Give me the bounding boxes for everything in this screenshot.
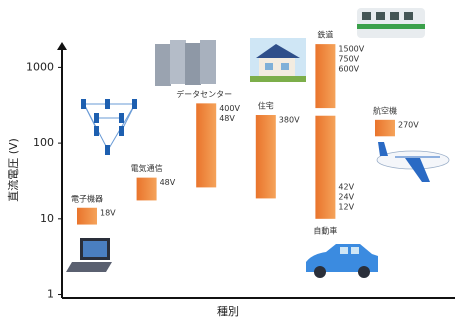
voltage-label: 270V: [398, 120, 419, 129]
category-label: 航空機: [373, 105, 397, 115]
voltage-label: 24V: [338, 192, 354, 201]
y-tick-label: 100: [33, 136, 54, 149]
voltage-label: 1500V: [338, 45, 364, 54]
category-label: 自動車: [313, 225, 337, 235]
category-label: 住宅: [258, 101, 274, 111]
voltage-label: 48V: [160, 178, 176, 187]
train-icon: [357, 8, 425, 38]
voltage-label: 380V: [279, 116, 300, 125]
range-bar: [77, 207, 97, 225]
voltage-label: 42V: [338, 182, 354, 191]
y-axis-label: 直流電圧 (V): [6, 138, 20, 202]
voltage-label: 400V: [219, 104, 240, 113]
voltage-label: 12V: [338, 202, 354, 211]
network-icon: [81, 99, 137, 155]
y-axis-arrow: [57, 42, 67, 50]
category-label: 鉄道: [317, 30, 333, 40]
y-tick-label: 1: [47, 288, 54, 301]
voltage-label: 48V: [219, 114, 235, 123]
range-bar: [315, 115, 336, 219]
plane-icon: [376, 142, 450, 182]
y-tick-label: 10: [40, 212, 54, 225]
house-icon: [250, 38, 306, 82]
car-icon: [306, 244, 378, 278]
range-bar: [375, 119, 395, 137]
voltage-label: 750V: [338, 55, 359, 64]
x-axis-label: 種別: [217, 304, 239, 318]
range-bar: [196, 103, 217, 188]
category-label: 電子機器: [71, 193, 103, 203]
range-bar: [136, 177, 157, 201]
y-tick-label: 1000: [26, 60, 54, 73]
voltage-label: 600V: [338, 65, 359, 74]
voltage-label: 18V: [100, 208, 116, 217]
range-bar: [315, 44, 336, 109]
category-label: データセンター: [176, 89, 232, 99]
server-icon: [155, 40, 216, 86]
category-label: 電気通信: [131, 163, 163, 173]
laptop-icon: [66, 238, 112, 272]
range-bar: [255, 115, 276, 199]
